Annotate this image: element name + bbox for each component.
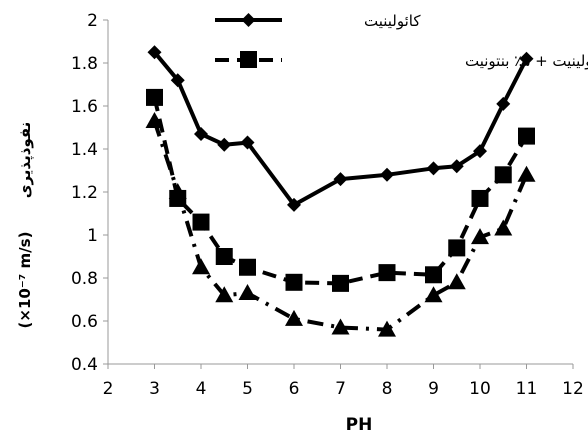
data-point-triangle [215,286,234,303]
series-group [145,45,536,337]
x-axis-label: PH [346,415,373,435]
x-tick-label: 12 [562,379,584,399]
x-tick-label: 3 [149,379,160,399]
y-tick-label: 0.4 [71,355,98,375]
y-tick-labels: 0.4 0.6 0.8 1 1.2 1.4 1.6 1.8 2 [71,11,98,375]
data-point-square [448,239,466,257]
y-tick-label: 1.8 [71,54,98,74]
series-line [152,120,529,332]
data-point-diamond [287,197,301,212]
data-point-triangle [238,284,257,301]
data-point-diamond [426,161,441,176]
data-point-diamond [170,73,185,88]
data-point-diamond [519,51,534,66]
series-line [152,96,529,286]
x-tick-label: 2 [103,379,114,399]
x-tick-label: 9 [428,379,439,399]
y-tick-label: 2 [87,11,98,31]
x-tick-label: 10 [469,379,491,399]
x-tick-label: 8 [382,379,393,399]
x-tick-label: 6 [289,379,300,399]
data-point-triangle [447,273,466,290]
data-point-triangle [168,183,187,199]
data-point-diamond [333,172,348,187]
data-point-square [239,258,256,276]
data-point-triangle [192,258,210,275]
data-point-triangle [517,165,536,182]
data-point-triangle [471,228,489,245]
data-point-diamond [194,126,208,141]
legend-label-kaolinite-bentonite: کائولینیت + ۵٪ بنتونیت [465,52,588,70]
x-tick-label: 4 [196,379,207,399]
y-axis-title: نفوذپذیری (×10⁻⁷ m/s) [16,122,35,329]
data-point-square [215,248,233,265]
data-point-triangle [424,286,443,303]
series-2 [145,112,536,337]
legend-square-icon [240,51,257,68]
y-tick-label: 1.2 [71,183,98,203]
y-tick-label: 0.8 [71,269,98,289]
data-point-diamond [240,135,255,150]
axes [103,19,574,369]
data-point-square [425,266,442,284]
data-point-triangle [145,112,164,129]
legend-item-kaolinite: کائولینیت [215,12,421,30]
data-point-square [192,213,210,231]
x-tick-label: 7 [335,379,346,399]
series-0 [147,45,534,212]
data-point-triangle [331,318,350,335]
data-point-triangle [378,320,396,337]
y-axis-label: نفوذپذیری [16,122,35,199]
y-tick-label: 1.6 [71,97,98,117]
series-1 [146,88,535,292]
legend-item-kaolinite-bentonite: کائولینیت + ۵٪ بنتونیت [215,51,588,70]
legend-diamond-icon [241,13,256,27]
data-point-diamond [147,45,162,60]
data-point-square [146,88,163,106]
data-point-square [285,273,303,291]
x-tick-label: 11 [516,379,538,399]
data-point-diamond [217,137,232,152]
data-point-diamond [473,144,487,159]
data-point-square [494,166,512,184]
data-point-square [471,189,489,207]
data-point-square [518,127,535,145]
legend: کائولینیت کائولینیت + ۵٪ بنتونیت [215,12,588,70]
x-tick-label: 5 [242,379,253,399]
y-tick-label: 0.6 [71,312,98,332]
y-tick-label: 1.4 [71,140,98,160]
data-point-triangle [285,309,303,326]
data-point-triangle [494,219,513,236]
x-tick-labels: 2 3 4 5 6 7 8 9 10 11 12 [103,379,584,399]
data-point-square [378,264,396,282]
data-point-square [332,274,349,292]
y-axis-unit: (×10⁻⁷ m/s) [16,232,34,329]
data-point-diamond [449,159,464,174]
y-tick-label: 1 [87,226,98,246]
data-point-diamond [380,167,394,182]
data-point-diamond [496,96,511,111]
legend-label-kaolinite: کائولینیت [364,12,421,30]
